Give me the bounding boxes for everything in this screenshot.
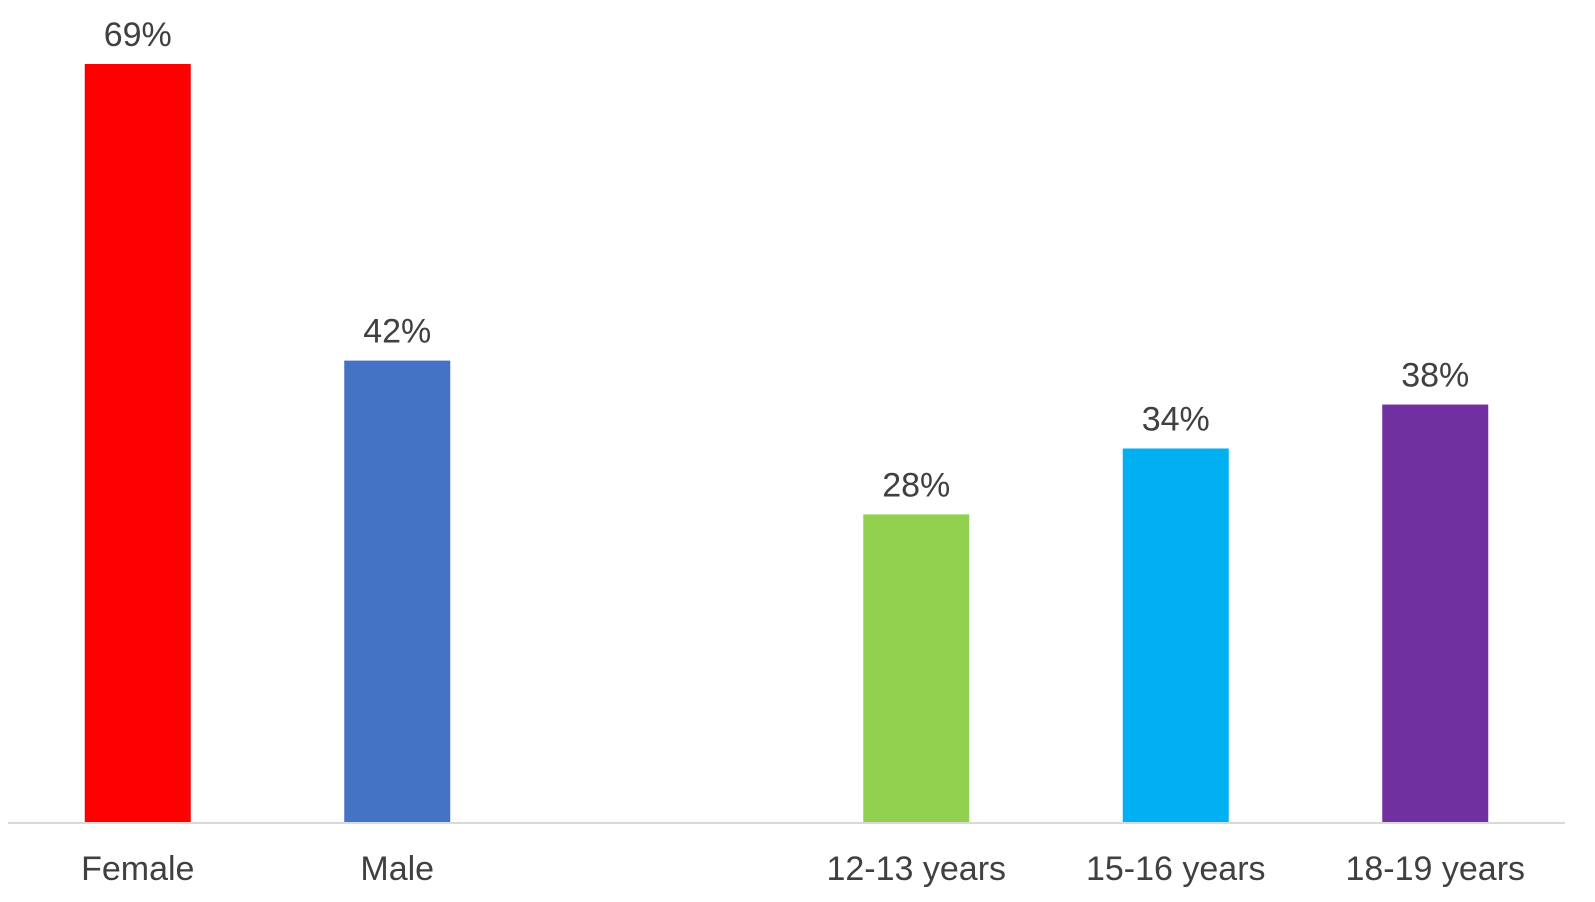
category-label-female: Female (81, 850, 194, 888)
bar-18-19-years (1382, 404, 1489, 822)
bar-15-16-years (1122, 448, 1229, 822)
value-label-18-19-years: 38% (1401, 357, 1469, 395)
category-label-18-19-years: 18-19 years (1345, 850, 1525, 888)
bar-12-13-years (863, 514, 970, 822)
bar-male (344, 360, 451, 822)
value-label-female: 69% (104, 16, 172, 54)
category-label-male: Male (360, 850, 434, 888)
bar-female (84, 64, 191, 822)
category-label-15-16-years: 15-16 years (1086, 850, 1266, 888)
value-label-male: 42% (363, 313, 431, 351)
value-label-12-13-years: 28% (882, 466, 950, 504)
value-label-15-16-years: 34% (1142, 400, 1210, 438)
value-labels-group: 69% 42% 28% 34% 38% (104, 16, 1470, 504)
category-labels-group: Female Male 12-13 years 15-16 years 18-19 ye… (81, 850, 1525, 888)
category-label-12-13-years: 12-13 years (826, 850, 1006, 888)
bars-group (84, 64, 1489, 822)
